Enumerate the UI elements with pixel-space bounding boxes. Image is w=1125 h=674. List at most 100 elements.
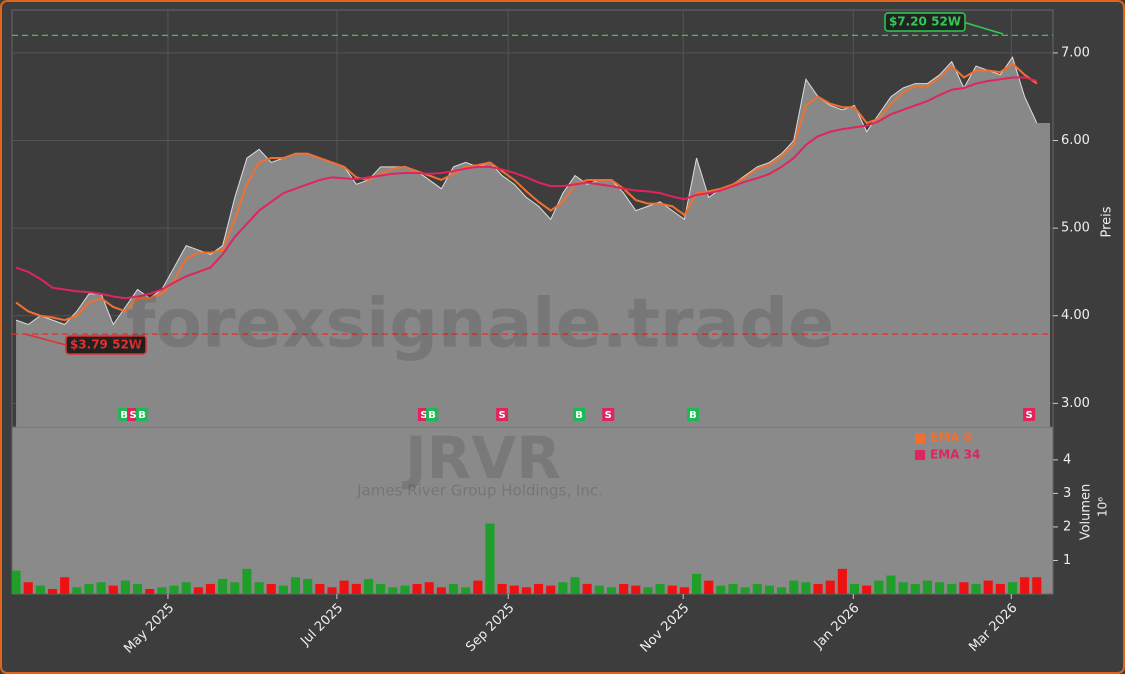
y-tick-label: 6.00 [1061, 133, 1090, 148]
volume-bar [777, 587, 787, 594]
volume-axis-label: Volumen [1079, 484, 1094, 541]
signal-label: S [1026, 410, 1033, 421]
volume-bar [254, 582, 264, 594]
volume-y-tick-label: 1 [1063, 553, 1071, 568]
signal-marker [1023, 408, 1036, 421]
volume-bar [534, 583, 544, 594]
volume-bar [205, 583, 216, 594]
volume-bar [461, 587, 471, 594]
volume-y-tick-label: 2 [1063, 519, 1071, 534]
ema-line [15, 62, 1038, 322]
legend-label: EMA 34 [930, 448, 980, 462]
annotation-label: $3.79 52W [70, 338, 142, 352]
volume-bar [983, 580, 993, 594]
volume-bar [23, 582, 33, 594]
volume-bar [898, 582, 908, 594]
annotation-label: $7.20 52W [889, 15, 961, 29]
signal-label: B [689, 410, 697, 421]
legend-swatch [915, 433, 925, 443]
volume-bar [230, 582, 240, 594]
y-tick-label: 5.00 [1061, 221, 1090, 236]
volume-bar [679, 587, 689, 594]
volume-bar [667, 585, 677, 594]
volume-bar [133, 583, 143, 594]
volume-bar [485, 523, 495, 594]
volume-bar [412, 583, 422, 594]
volume-bar [47, 588, 58, 594]
volume-bar [643, 587, 653, 594]
volume-bar [303, 578, 313, 594]
volume-bar [290, 577, 301, 594]
volume-bar [1007, 582, 1018, 594]
volume-scale-label: 10⁶ [1096, 497, 1110, 517]
signal-label: B [428, 410, 436, 421]
volume-bar [145, 588, 155, 594]
volume-bar [351, 583, 361, 594]
volume-bar [266, 583, 276, 594]
volume-bar [339, 580, 349, 594]
volume-y-tick-label: 3 [1063, 486, 1071, 501]
volume-bar [886, 575, 896, 594]
volume-bar [388, 587, 398, 594]
volume-bar [509, 585, 519, 594]
volume-bar [376, 583, 386, 594]
volume-bar [570, 577, 580, 594]
volume-bar [424, 582, 434, 594]
volume-bar [691, 573, 702, 594]
volume-bar [947, 583, 957, 594]
signal-marker [602, 408, 615, 421]
volume-bar [619, 583, 629, 594]
volume-bar [157, 587, 167, 594]
volume-y-tick-label: 4 [1063, 452, 1071, 467]
volume-bar [120, 580, 130, 594]
signal-label: B [575, 410, 583, 421]
volume-bar [60, 577, 70, 594]
volume-bar [959, 582, 969, 594]
y-tick-label: 4.00 [1061, 308, 1090, 323]
volume-bar [108, 585, 118, 594]
volume-bar [1020, 577, 1030, 594]
volume-bar [971, 583, 981, 594]
volume-bar [363, 578, 374, 594]
annotation-box [65, 335, 147, 355]
volume-bar [837, 568, 847, 594]
volume-bar [521, 587, 531, 594]
volume-bar [922, 580, 932, 594]
volume-bar [315, 583, 325, 594]
volume-bar [752, 583, 762, 594]
volume-bar [327, 587, 337, 594]
volume-bar [995, 583, 1005, 594]
ema-line [15, 76, 1038, 300]
volume-bar [193, 587, 203, 594]
signal-label: S [605, 410, 612, 421]
volume-bar [436, 587, 446, 594]
y-axis-label: Preis [1100, 206, 1115, 237]
volume-bar [242, 568, 252, 594]
volume-bar [849, 583, 860, 594]
legend-swatch [915, 450, 925, 460]
volume-bar [35, 585, 45, 594]
volume-bar [96, 582, 106, 594]
volume-bar [72, 587, 82, 594]
volume-bar [606, 587, 617, 594]
volume-bar [278, 585, 288, 594]
volume-bar [400, 585, 410, 594]
volume-bar [473, 580, 483, 594]
legend-label: EMA 8 [930, 431, 972, 445]
volume-bar [813, 583, 823, 594]
y-tick-label: 3.00 [1061, 396, 1090, 411]
volume-bar [704, 580, 714, 594]
signal-marker [496, 408, 509, 421]
annotation-arrow [24, 333, 67, 346]
volume-bar [218, 578, 228, 594]
volume-bar [825, 580, 835, 594]
volume-bar [546, 585, 556, 594]
signal-label: S [130, 410, 137, 421]
volume-bar [862, 585, 872, 594]
annotation-box [884, 12, 966, 32]
ticker-watermark: JRVR [401, 424, 561, 492]
volume-bar [84, 583, 94, 594]
